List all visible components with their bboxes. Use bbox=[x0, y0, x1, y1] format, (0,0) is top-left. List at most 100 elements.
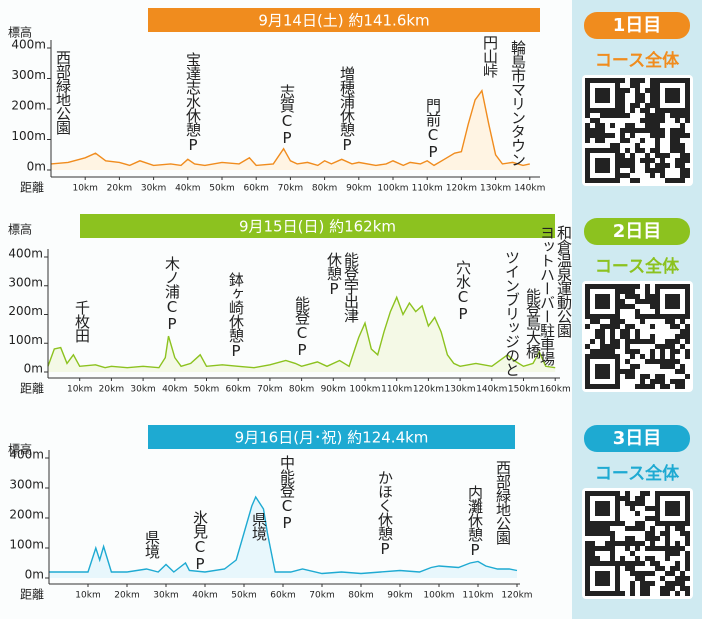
x-tick-label: 20km bbox=[99, 385, 124, 395]
x-tick-label: 30km bbox=[153, 591, 178, 601]
y-tick-label: 200m bbox=[9, 508, 44, 522]
annotation: 門前CP bbox=[424, 98, 442, 160]
line bbox=[49, 495, 518, 575]
qr-code bbox=[585, 284, 690, 389]
annotation: 西部緑地公園 bbox=[54, 50, 72, 134]
x-tick-label: 120km bbox=[501, 591, 532, 601]
day-pill bbox=[584, 425, 690, 452]
x-tick-label: 110km bbox=[462, 591, 493, 601]
x-tick-label: 70km bbox=[278, 184, 303, 194]
x-axis-label: 距離 bbox=[20, 181, 44, 195]
chart-title: 9月14日(土) 約141.6km bbox=[258, 12, 429, 30]
y-tick-label: 0m bbox=[24, 362, 43, 376]
x-tick-label: 130km bbox=[480, 184, 511, 194]
annotation: 県境 bbox=[143, 530, 161, 558]
annotation: 能登CP bbox=[293, 296, 311, 358]
annotation: 氷見CP bbox=[191, 510, 209, 572]
day-label: 3日目 bbox=[613, 428, 662, 449]
x-tick-label: 10km bbox=[72, 184, 97, 194]
x-tick-label: 40km bbox=[162, 385, 187, 395]
x-tick-label: 100km bbox=[349, 385, 380, 395]
x-tick-label: 120km bbox=[446, 184, 477, 194]
x-tick-label: 30km bbox=[130, 385, 155, 395]
x-tick-label: 130km bbox=[445, 385, 476, 395]
course-label: コース全体 bbox=[595, 256, 680, 277]
y-tick-label: 400m bbox=[11, 38, 46, 52]
day-pill bbox=[584, 12, 690, 39]
x-tick-label: 100km bbox=[423, 591, 454, 601]
annotation: 円山峠 bbox=[481, 35, 499, 77]
course-label: コース全体 bbox=[595, 50, 680, 71]
line bbox=[47, 295, 556, 369]
title-bar bbox=[148, 425, 515, 449]
annotation: 西部緑地公園 bbox=[494, 460, 512, 544]
x-tick-label: 60km bbox=[243, 184, 268, 194]
title-bar bbox=[80, 214, 555, 238]
x-tick-label: 110km bbox=[381, 385, 412, 395]
y-axis-label: 標高 bbox=[8, 222, 32, 237]
course-label: コース全体 bbox=[595, 463, 680, 484]
annotation: 能登宇出津 休憩P bbox=[325, 252, 360, 322]
x-tick-label: 110km bbox=[412, 184, 443, 194]
x-tick-label: 70km bbox=[309, 591, 334, 601]
annotation: ツインブリッジのと bbox=[503, 250, 521, 376]
chart-title: 9月16日(月･祝) 約124.4km bbox=[235, 429, 429, 447]
y-tick-label: 0m bbox=[25, 568, 44, 582]
annotation: 鉢ヶ崎休憩P bbox=[227, 272, 245, 359]
annotation: 和倉温泉運動公園 ヨットハーバー駐車場 bbox=[538, 225, 573, 365]
day-label: 2日目 bbox=[613, 221, 662, 242]
x-tick-label: 40km bbox=[192, 591, 217, 601]
area bbox=[49, 497, 517, 578]
x-tick-label: 120km bbox=[413, 385, 444, 395]
annotation: 能登島大橋 bbox=[524, 288, 542, 358]
x-tick-label: 140km bbox=[476, 385, 507, 395]
annotation: 輪島市マリンタウン bbox=[509, 40, 527, 166]
line bbox=[50, 89, 530, 167]
x-tick-label: 20km bbox=[114, 591, 139, 601]
x-tick-label: 50km bbox=[194, 385, 219, 395]
annotation: 志賀CP bbox=[278, 84, 296, 146]
annotation: 中能登CP bbox=[278, 455, 296, 531]
x-tick-label: 100km bbox=[377, 184, 408, 194]
y-tick-label: 200m bbox=[11, 99, 46, 113]
x-tick-label: 60km bbox=[225, 385, 250, 395]
title-bar bbox=[148, 8, 540, 32]
day-label: 1日目 bbox=[613, 15, 662, 36]
x-tick-label: 80km bbox=[312, 184, 337, 194]
y-tick-label: 200m bbox=[8, 304, 43, 318]
x-tick-label: 70km bbox=[257, 385, 282, 395]
x-tick-label: 90km bbox=[387, 591, 412, 601]
y-tick-label: 300m bbox=[9, 478, 44, 492]
y-tick-label: 400m bbox=[8, 247, 43, 261]
annotation: 木ノ浦CP bbox=[163, 256, 181, 332]
x-tick-label: 60km bbox=[270, 591, 295, 601]
annotation: 増穂浦休憩P bbox=[338, 66, 356, 153]
y-tick-label: 100m bbox=[9, 538, 44, 552]
annotation: 県境 bbox=[250, 512, 268, 540]
annotation: 内灘休憩P bbox=[466, 485, 484, 558]
y-tick-label: 100m bbox=[11, 129, 46, 143]
x-tick-label: 40km bbox=[175, 184, 200, 194]
y-tick-label: 400m bbox=[9, 448, 44, 462]
y-tick-label: 300m bbox=[8, 275, 43, 289]
y-tick-label: 100m bbox=[8, 333, 43, 347]
qr-code bbox=[585, 491, 690, 596]
y-tick-label: 300m bbox=[11, 68, 46, 82]
x-tick-label: 80km bbox=[289, 385, 314, 395]
x-tick-label: 90km bbox=[346, 184, 371, 194]
x-axis-label: 距離 bbox=[20, 382, 44, 396]
annotation: 千枚田 bbox=[73, 300, 91, 342]
x-axis-label: 距離 bbox=[20, 588, 44, 602]
area bbox=[51, 90, 530, 170]
x-tick-label: 160km bbox=[540, 385, 571, 395]
y-axis-label: 標高 bbox=[8, 25, 32, 40]
x-tick-label: 20km bbox=[107, 184, 132, 194]
x-tick-label: 150km bbox=[508, 385, 539, 395]
y-tick-label: 0m bbox=[27, 160, 46, 174]
x-tick-label: 50km bbox=[231, 591, 256, 601]
x-tick-label: 10km bbox=[67, 385, 92, 395]
x-tick-label: 80km bbox=[348, 591, 373, 601]
day-pill bbox=[584, 218, 690, 245]
